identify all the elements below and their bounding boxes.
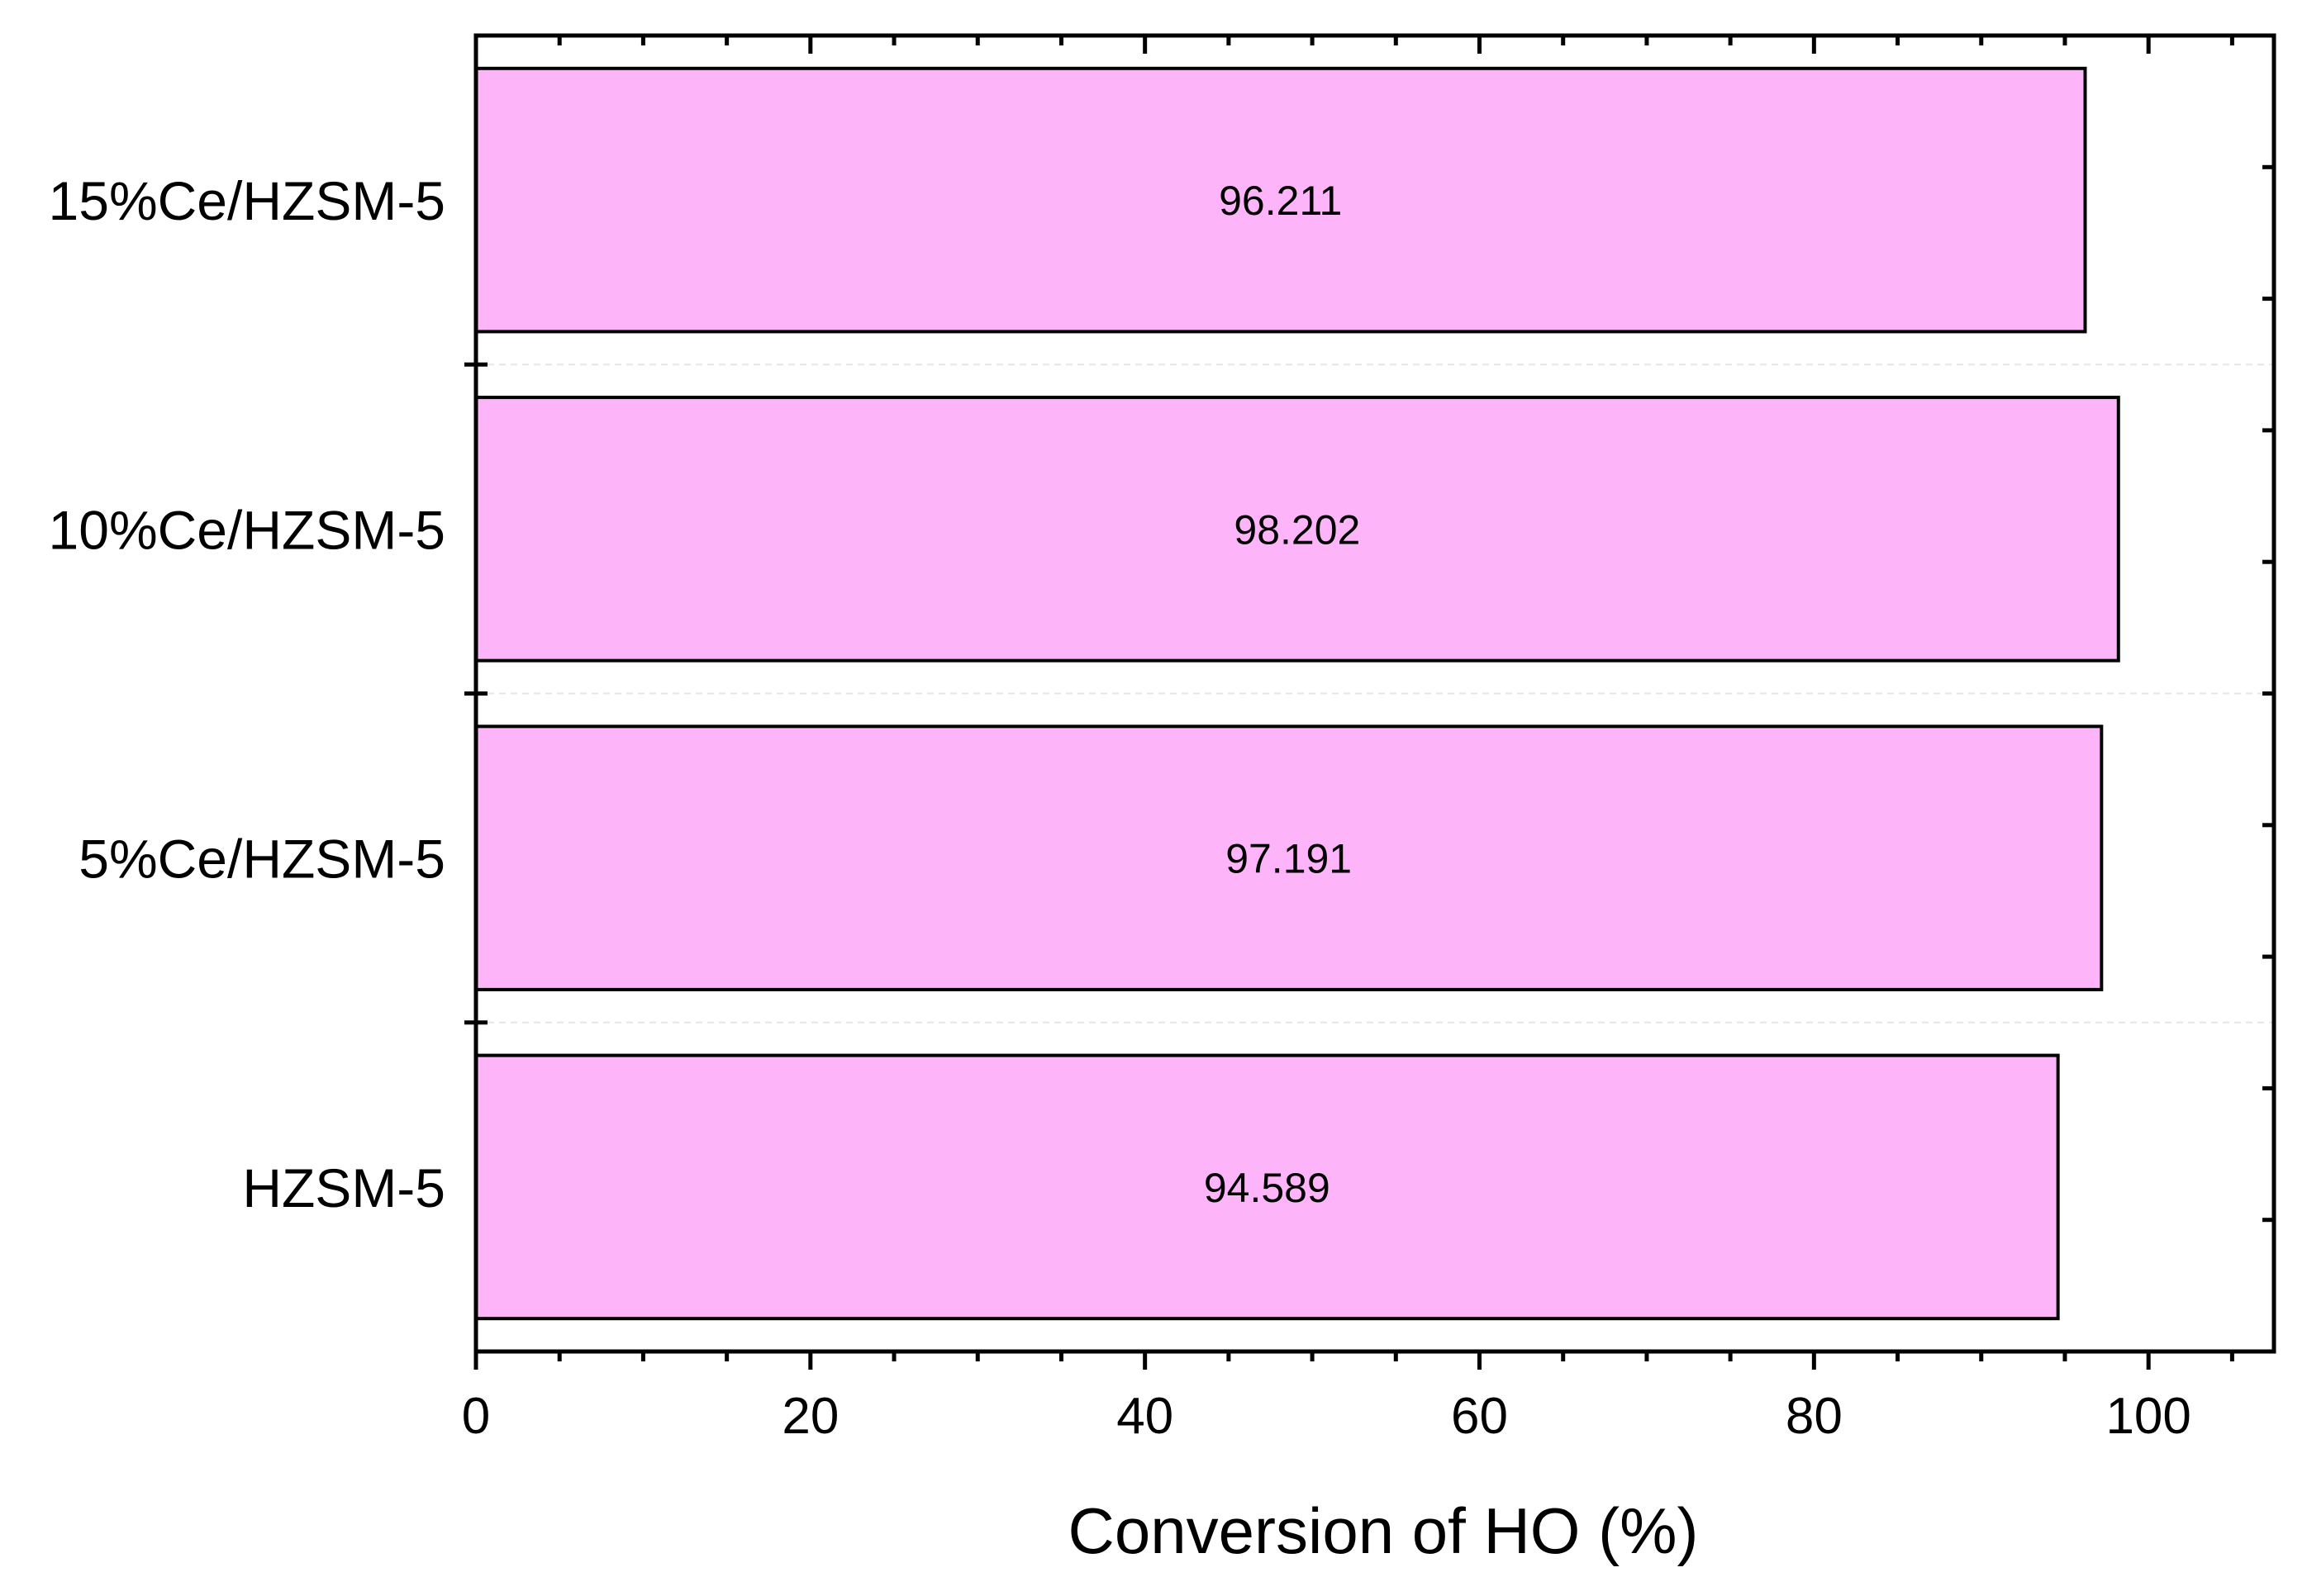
x-tick-label-80: 80 xyxy=(1786,1388,1843,1445)
x-tick-label-20: 20 xyxy=(782,1388,839,1445)
data-label-3: 98.202 xyxy=(1234,506,1360,553)
data-label-4: 96.211 xyxy=(1219,178,1342,224)
data-label-1: 94.589 xyxy=(1204,1165,1330,1211)
category-label-4: 15%Ce/HZSM-5 xyxy=(49,170,445,231)
x-axis-title: Conversion of HO (%) xyxy=(1068,1494,1699,1567)
x-tick-label-100: 100 xyxy=(2105,1388,2190,1445)
bars xyxy=(474,66,2120,1321)
category-separators xyxy=(476,363,2274,1024)
bar-3 xyxy=(474,396,2120,663)
category-label-1: HZSM-5 xyxy=(242,1157,445,1218)
y-axis-category-labels: HZSM-5 5%Ce/HZSM-5 10%Ce/HZSM-5 15%Ce/HZSM-… xyxy=(49,170,445,1218)
x-tick-label-60: 60 xyxy=(1451,1388,1508,1445)
x-tick-label-40: 40 xyxy=(1116,1388,1173,1445)
x-axis-tick-labels: 0 20 40 60 80 100 xyxy=(462,1388,2191,1445)
axis-ticks xyxy=(464,36,2274,1370)
category-label-2: 5%Ce/HZSM-5 xyxy=(78,829,445,890)
x-tick-label-0: 0 xyxy=(462,1388,490,1445)
data-label-2: 97.191 xyxy=(1225,836,1352,882)
bar-2 xyxy=(474,724,2104,991)
category-label-3: 10%Ce/HZSM-5 xyxy=(49,499,445,560)
bar-4 xyxy=(474,66,2087,334)
bar-1 xyxy=(474,1053,2060,1321)
data-labels: 94.589 97.191 98.202 96.211 xyxy=(1204,178,1361,1211)
